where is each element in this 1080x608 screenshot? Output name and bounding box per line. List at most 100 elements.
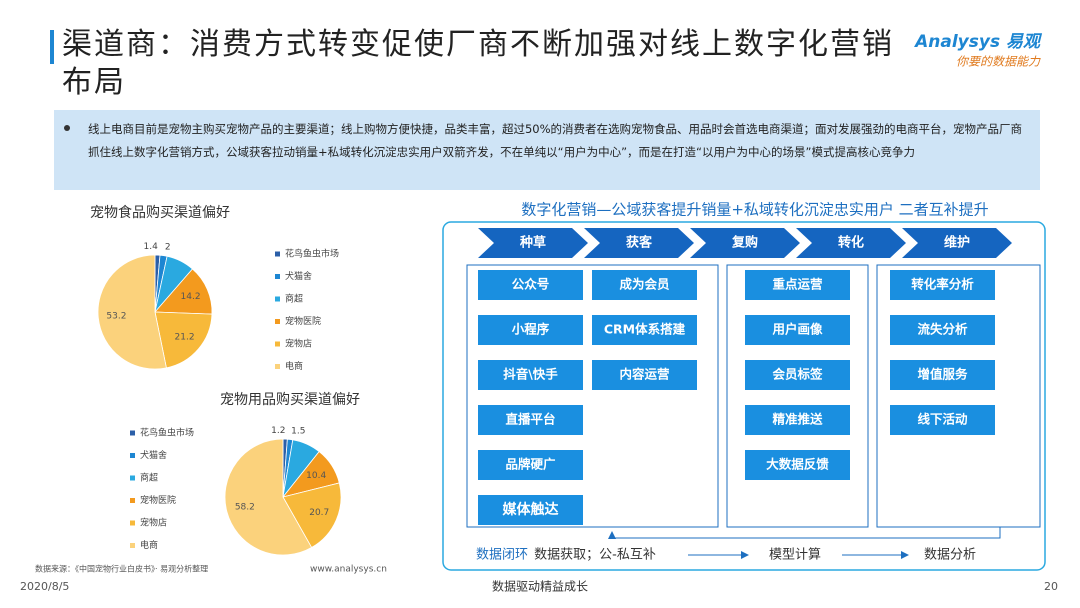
data-label: 53.2	[106, 311, 126, 321]
item-box	[745, 360, 850, 390]
item-label: 会员标签	[772, 367, 823, 382]
legend-label: 宠物医院	[285, 315, 321, 327]
item-label: CRM体系搭建	[604, 322, 686, 337]
item-box	[478, 450, 583, 480]
item-label: 内容运营	[619, 367, 670, 382]
item-box	[745, 450, 850, 480]
item-label: 精准推送	[772, 412, 823, 427]
item-label: 增值服务	[917, 367, 968, 382]
legend-label: 商超	[140, 472, 158, 484]
legend-label: 宠物医院	[140, 494, 176, 506]
legend-label: 宠物店	[285, 338, 312, 350]
item-label: 流失分析	[917, 322, 968, 337]
panel	[466, 264, 719, 528]
item-box	[890, 405, 995, 435]
item-box	[890, 315, 995, 345]
pie-title: 宠物用品购买渠道偏好	[220, 392, 360, 408]
item-box	[592, 270, 697, 300]
data-label: 20.7	[309, 508, 329, 518]
stage-label: 转化	[838, 235, 864, 251]
item-label: 品牌硬广	[505, 457, 556, 472]
loop-step: 数据获取；公-私互补	[534, 548, 656, 563]
slogan: 数据驱动精益成长	[492, 579, 588, 594]
item-label: 用户画像	[771, 322, 823, 337]
item-box	[745, 405, 850, 435]
legend-label: 电商	[140, 539, 158, 551]
data-label: 1.4	[144, 242, 159, 252]
legend-swatch	[130, 498, 135, 503]
item-box	[478, 270, 583, 300]
data-label: 58.2	[235, 503, 255, 513]
pie-slice	[97, 254, 167, 370]
source: 数据来源：《中国宠物行业白皮书》· 易观分析整理	[35, 564, 208, 574]
loop-step: 模型计算	[769, 548, 821, 563]
stage-label: 维护	[944, 235, 970, 251]
title-bar	[50, 30, 54, 64]
pie-slice	[154, 311, 213, 369]
item-box	[745, 315, 850, 345]
pie-title: 宠物食品购买渠道偏好	[90, 204, 230, 221]
item-box	[478, 405, 583, 435]
slide-title: 渠道商：消费方式转变促使厂商不断加强对线上数字化营销布局	[62, 27, 894, 100]
loop-label: 数据闭环	[476, 548, 528, 563]
legend-swatch	[275, 364, 280, 369]
data-label: 14.2	[181, 292, 201, 302]
data-label: 10.4	[306, 471, 326, 481]
legend-swatch	[130, 475, 135, 481]
feedback-arrow	[608, 527, 1001, 539]
diagram-title: 数字化营销—公域获客提升销量+私域转化沉淀忠实用户 二者互补提升	[521, 201, 988, 219]
item-box	[478, 495, 583, 525]
item-label: 转化率分析	[911, 277, 974, 292]
stage-chevron	[584, 228, 694, 258]
panel	[876, 264, 1041, 528]
stage-chevron	[796, 228, 906, 258]
item-label: 线下活动	[917, 412, 968, 427]
summary: 线上电商目前是宠物主购买宠物产品的主要渠道；线上购物方便快捷，品类丰富，超过50…	[54, 110, 1040, 190]
stage-chevron	[902, 228, 1012, 258]
item-box	[478, 360, 583, 390]
legend-label: 犬猫舍	[140, 449, 167, 461]
item-label: 直播平台	[505, 412, 555, 427]
item-box	[890, 270, 995, 300]
stage-label: 复购	[731, 235, 758, 251]
item-label: 抖音\快手	[503, 367, 558, 382]
item-box	[592, 315, 697, 345]
item-label: 公众号	[512, 277, 550, 292]
loop-step: 数据分析	[924, 548, 976, 563]
stage-chevron	[478, 228, 588, 258]
stage-chevron	[690, 228, 800, 258]
pie-slice	[282, 482, 342, 549]
legend-swatch	[275, 319, 280, 324]
legend-label: 犬猫舍	[285, 270, 312, 282]
legend-label: 花鸟鱼虫市场	[285, 248, 339, 260]
pie-slice	[224, 438, 313, 556]
legend-swatch	[275, 274, 280, 279]
legend-swatch	[275, 251, 280, 257]
item-box	[478, 315, 583, 345]
item-box	[745, 270, 850, 300]
item-box	[592, 360, 697, 390]
stage-label: 获客	[626, 235, 653, 251]
item-label: 大数据反馈	[766, 457, 829, 472]
legend-label: 花鸟鱼虫市场	[140, 427, 194, 439]
data-label: 1.5	[291, 426, 305, 436]
stage-label: 种草	[519, 235, 546, 251]
data-label: 2	[165, 243, 171, 253]
item-label: 成为会员	[619, 277, 670, 292]
item-box	[890, 360, 995, 390]
logo: Analysys 易观	[913, 32, 1043, 52]
data-label: 21.2	[175, 333, 195, 343]
data-label: 1.2	[271, 426, 285, 436]
legend-swatch	[275, 296, 280, 302]
item-label: 小程序	[511, 322, 550, 337]
legend-swatch	[130, 520, 135, 526]
legend-swatch	[130, 543, 135, 548]
logo-slogan: 你要的数据能力	[956, 55, 1041, 69]
legend-label: 宠物店	[140, 517, 167, 529]
item-label: 媒体触达	[502, 501, 559, 518]
item-label: 重点运营	[772, 277, 823, 292]
panel	[726, 264, 869, 528]
legend-swatch	[275, 341, 280, 347]
